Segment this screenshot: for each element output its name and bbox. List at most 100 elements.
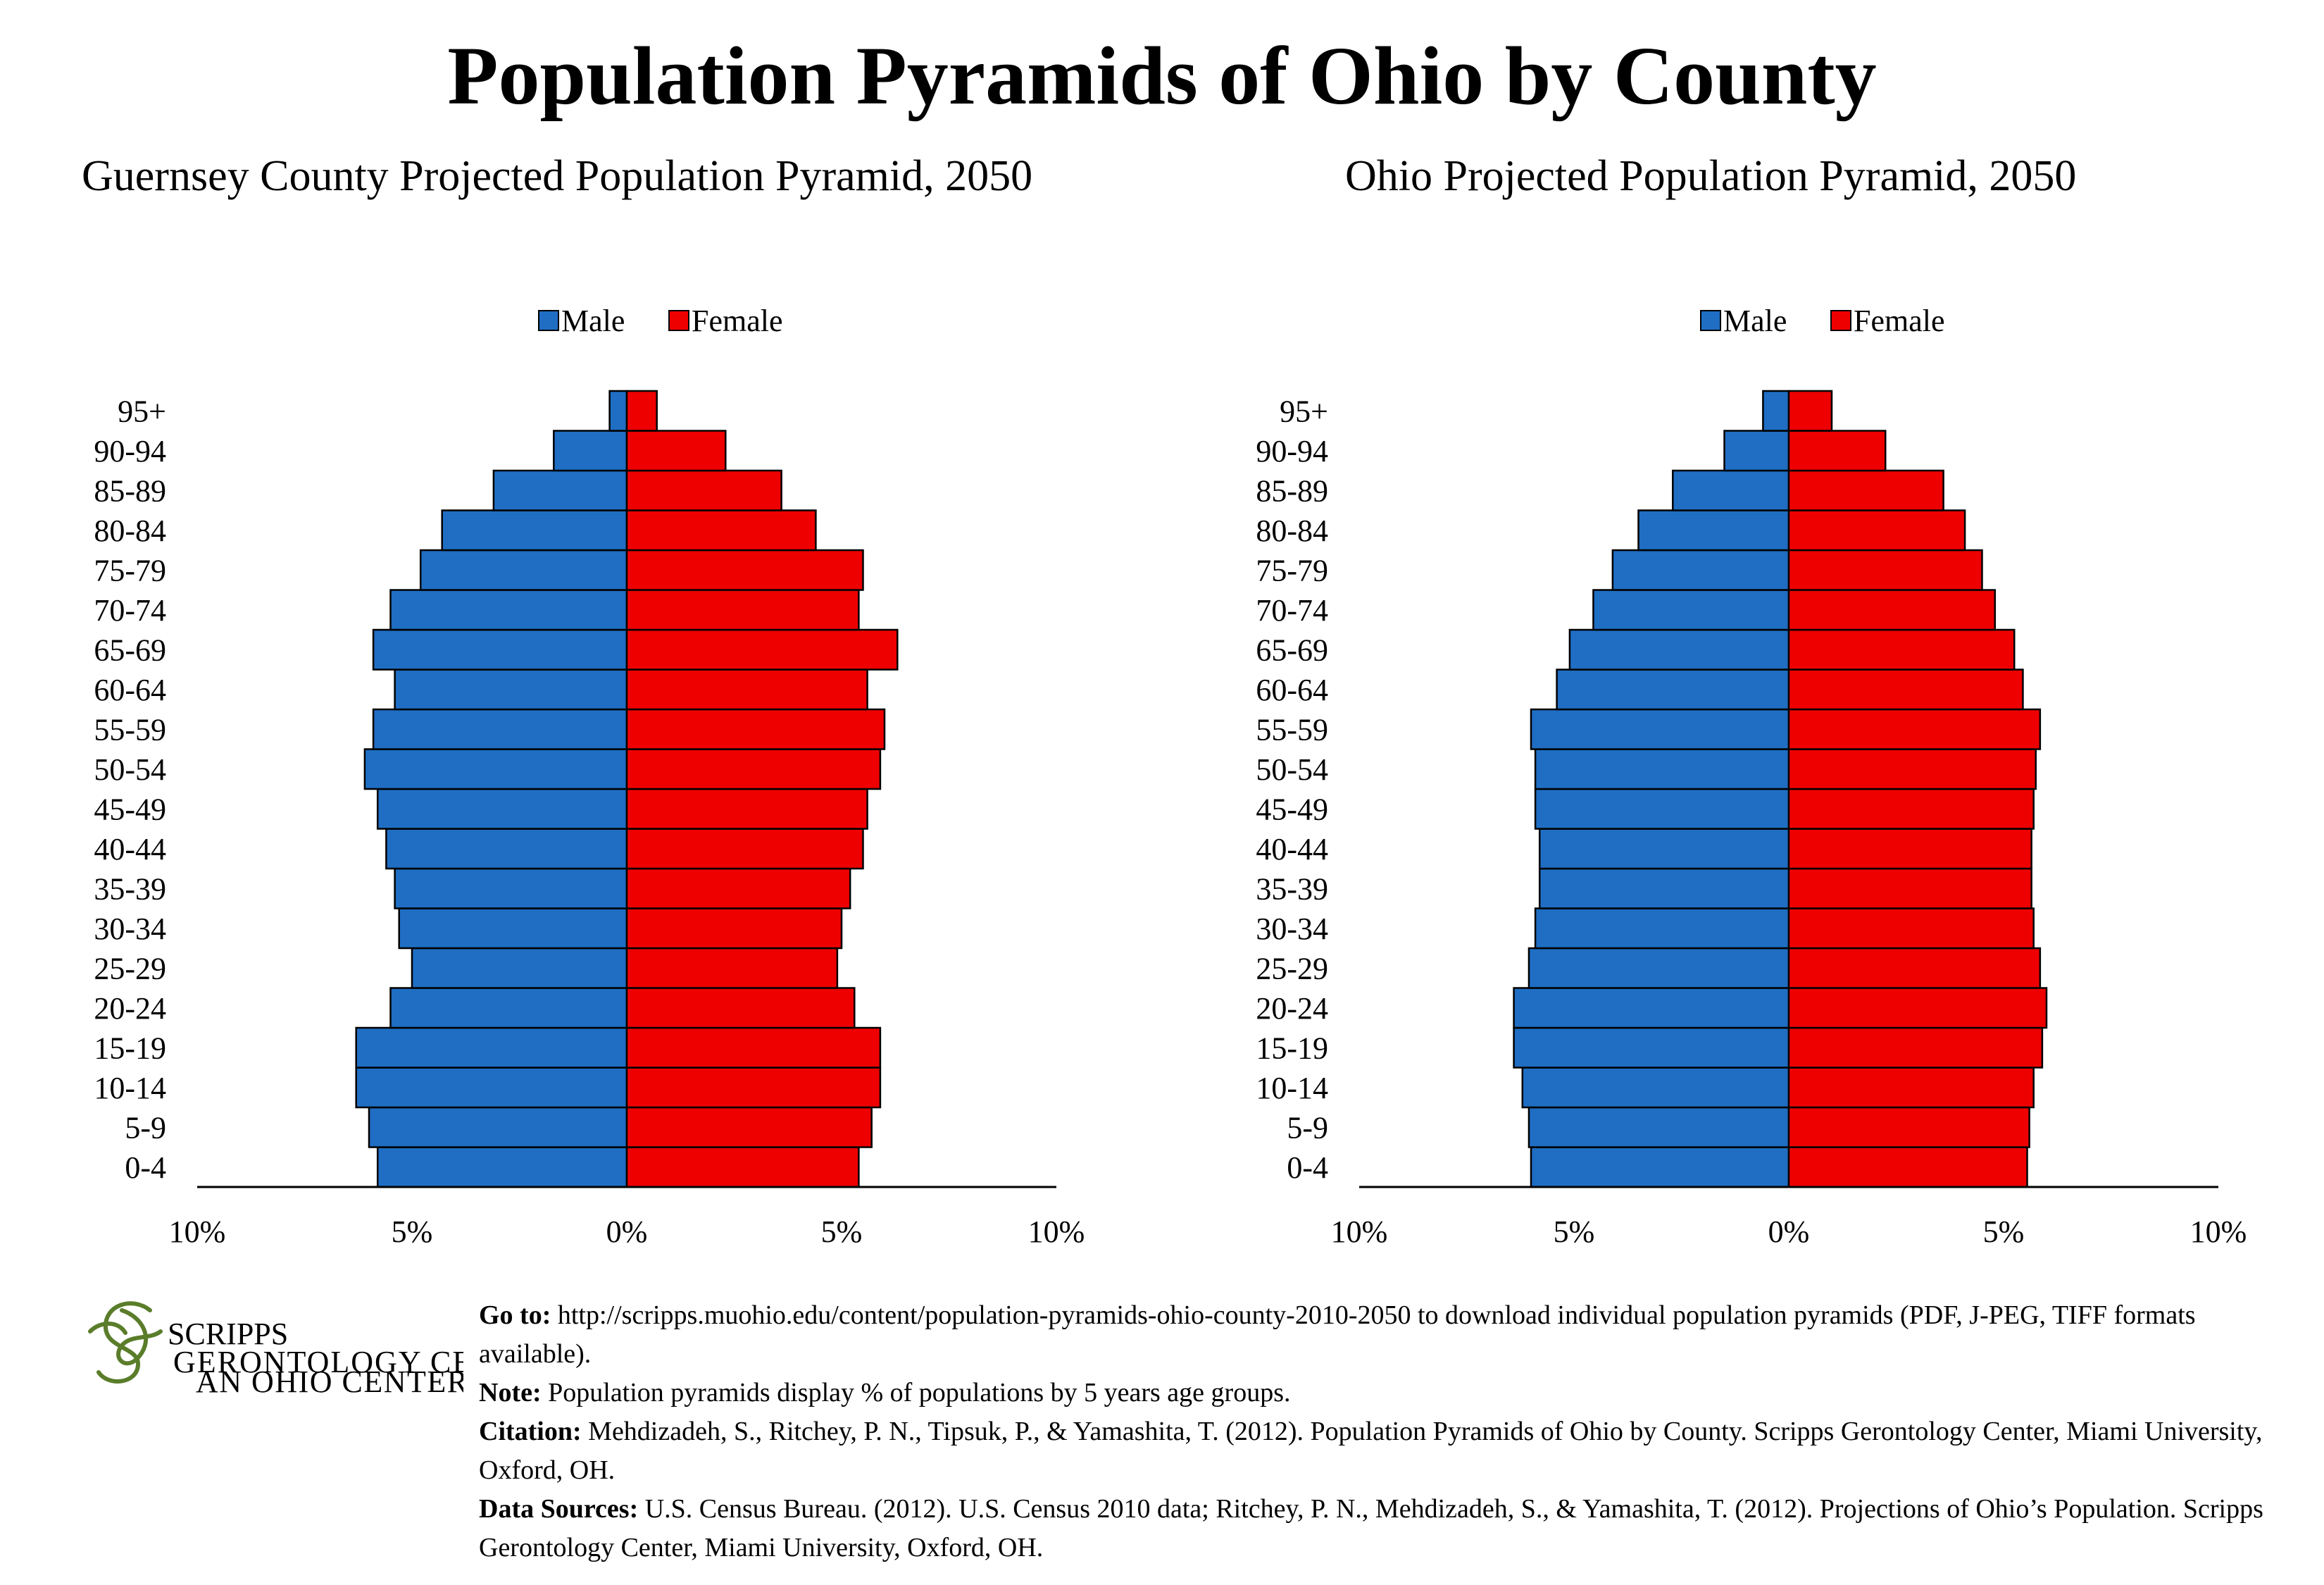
age-label-50-54: 50-54 bbox=[1256, 752, 1328, 787]
bar-male-10-14 bbox=[1521, 1067, 1790, 1109]
bar-male-35-39 bbox=[1538, 867, 1790, 909]
age-label-55-59: 55-59 bbox=[1256, 712, 1328, 747]
age-label-10-14: 10-14 bbox=[94, 1071, 166, 1105]
bar-female-5-9 bbox=[1787, 1106, 2030, 1148]
bar-male-75-79 bbox=[419, 549, 628, 591]
x-tick-label: 5% bbox=[392, 1214, 433, 1249]
bar-female-60-64 bbox=[1787, 669, 2024, 711]
bar-male-40-44 bbox=[1538, 828, 1790, 870]
age-label-60-64: 60-64 bbox=[1256, 673, 1328, 707]
bar-male-25-29 bbox=[411, 947, 628, 989]
bar-female-70-74 bbox=[1787, 589, 1997, 631]
bar-male-70-74 bbox=[1592, 589, 1790, 631]
bar-female-15-19 bbox=[625, 1026, 882, 1069]
bar-female-85-89 bbox=[625, 469, 782, 511]
age-label-60-64: 60-64 bbox=[94, 673, 166, 707]
bar-female-75-79 bbox=[1787, 549, 1983, 591]
bar-male-85-89 bbox=[492, 469, 628, 511]
bar-male-50-54 bbox=[1534, 748, 1790, 790]
age-label-5-9: 5-9 bbox=[1287, 1110, 1328, 1145]
ohio-pyramid-chart: Male Female 0-4 5-9 10-14 15-19 20-24 25-29 30-3… bbox=[1256, 304, 2247, 1249]
bar-female-35-39 bbox=[1787, 867, 2032, 909]
x-tick-label: 10% bbox=[2190, 1214, 2247, 1249]
bar-male-15-19 bbox=[1513, 1026, 1790, 1069]
x-tick-label: 10% bbox=[1028, 1214, 1085, 1249]
bar-male-80-84 bbox=[1637, 509, 1790, 552]
bar-female-70-74 bbox=[625, 589, 860, 631]
bar-male-95+ bbox=[1762, 390, 1790, 432]
age-label-30-34: 30-34 bbox=[1256, 912, 1328, 946]
bar-female-50-54 bbox=[1787, 748, 2037, 790]
bar-female-40-44 bbox=[1787, 828, 2032, 870]
age-label-65-69: 65-69 bbox=[94, 633, 166, 667]
bar-female-35-39 bbox=[625, 867, 851, 909]
age-label-80-84: 80-84 bbox=[1256, 514, 1328, 548]
age-label-50-54: 50-54 bbox=[94, 752, 166, 787]
note-text: Population pyramids display % of populat… bbox=[541, 1378, 1291, 1407]
age-label-95+: 95+ bbox=[1280, 394, 1328, 428]
age-label-45-49: 45-49 bbox=[1256, 792, 1328, 826]
bar-male-30-34 bbox=[1534, 907, 1790, 950]
bar-male-5-9 bbox=[368, 1106, 628, 1148]
chart-title-guernsey: Guernsey County Projected Population Pyr… bbox=[82, 152, 1033, 200]
bar-female-75-79 bbox=[625, 549, 864, 591]
bar-male-15-19 bbox=[355, 1026, 628, 1069]
age-label-65-69: 65-69 bbox=[1256, 633, 1328, 667]
sources-label: Data Sources: bbox=[479, 1494, 639, 1524]
bar-male-55-59 bbox=[372, 708, 628, 750]
age-label-40-44: 40-44 bbox=[94, 832, 166, 866]
bar-female-90-94 bbox=[625, 430, 727, 472]
age-label-0-4: 0-4 bbox=[1287, 1150, 1328, 1185]
bar-male-60-64 bbox=[1556, 669, 1790, 711]
age-label-10-14: 10-14 bbox=[1256, 1071, 1328, 1105]
age-label-70-74: 70-74 bbox=[94, 593, 166, 628]
bar-male-90-94 bbox=[1723, 430, 1790, 472]
bar-female-10-14 bbox=[1787, 1067, 2035, 1109]
age-label-85-89: 85-89 bbox=[1256, 473, 1328, 508]
citation-line: Citation: Mehdizadeh, S., Ritchey, P. N.… bbox=[479, 1412, 2310, 1490]
age-label-35-39: 35-39 bbox=[1256, 871, 1328, 906]
bar-male-55-59 bbox=[1530, 708, 1790, 750]
bar-male-80-84 bbox=[441, 509, 628, 552]
bar-male-65-69 bbox=[372, 628, 628, 671]
bar-male-40-44 bbox=[385, 828, 628, 870]
bar-female-50-54 bbox=[625, 748, 882, 790]
bar-male-5-9 bbox=[1528, 1106, 1790, 1148]
age-label-30-34: 30-34 bbox=[94, 912, 166, 946]
age-label-80-84: 80-84 bbox=[94, 514, 166, 548]
bar-male-85-89 bbox=[1672, 469, 1790, 511]
bar-male-95+ bbox=[608, 390, 628, 432]
legend-swatch-male bbox=[538, 310, 559, 331]
bar-male-30-34 bbox=[398, 907, 628, 950]
x-tick-label: 5% bbox=[821, 1214, 863, 1249]
bar-female-60-64 bbox=[625, 669, 868, 711]
bar-female-80-84 bbox=[625, 509, 817, 552]
bar-female-80-84 bbox=[1787, 509, 1966, 552]
sources-line: Data Sources: U.S. Census Bureau. (2012)… bbox=[479, 1490, 2310, 1567]
legend-label-female: Female bbox=[692, 304, 783, 338]
bar-female-65-69 bbox=[625, 628, 899, 671]
page-title: Population Pyramids of Ohio by County bbox=[447, 30, 1877, 122]
x-tick-label: 0% bbox=[1768, 1214, 1810, 1249]
age-label-90-94: 90-94 bbox=[94, 434, 166, 468]
bar-female-45-49 bbox=[625, 788, 868, 830]
bar-male-25-29 bbox=[1528, 947, 1790, 989]
bar-female-55-59 bbox=[1787, 708, 2042, 750]
age-label-85-89: 85-89 bbox=[94, 473, 166, 508]
bar-male-50-54 bbox=[363, 748, 628, 790]
legend-label-male: Male bbox=[561, 304, 625, 338]
age-label-55-59: 55-59 bbox=[94, 712, 166, 747]
bar-male-0-4 bbox=[376, 1146, 628, 1188]
bar-female-95+ bbox=[625, 390, 658, 432]
x-tick-label: 10% bbox=[1331, 1214, 1388, 1249]
legend-swatch-male bbox=[1700, 310, 1721, 331]
bar-female-5-9 bbox=[625, 1106, 873, 1148]
bar-male-45-49 bbox=[376, 788, 628, 830]
logo-tagline: AN OHIO CENTER OF EXCELLENCE bbox=[196, 1365, 463, 1399]
bar-female-40-44 bbox=[625, 828, 864, 870]
bar-male-20-24 bbox=[1513, 987, 1790, 1029]
bar-male-45-49 bbox=[1534, 788, 1790, 830]
age-label-25-29: 25-29 bbox=[1256, 951, 1328, 986]
logo-sub: GERONTOLOGY CENTER bbox=[173, 1345, 463, 1379]
bar-female-55-59 bbox=[625, 708, 886, 750]
